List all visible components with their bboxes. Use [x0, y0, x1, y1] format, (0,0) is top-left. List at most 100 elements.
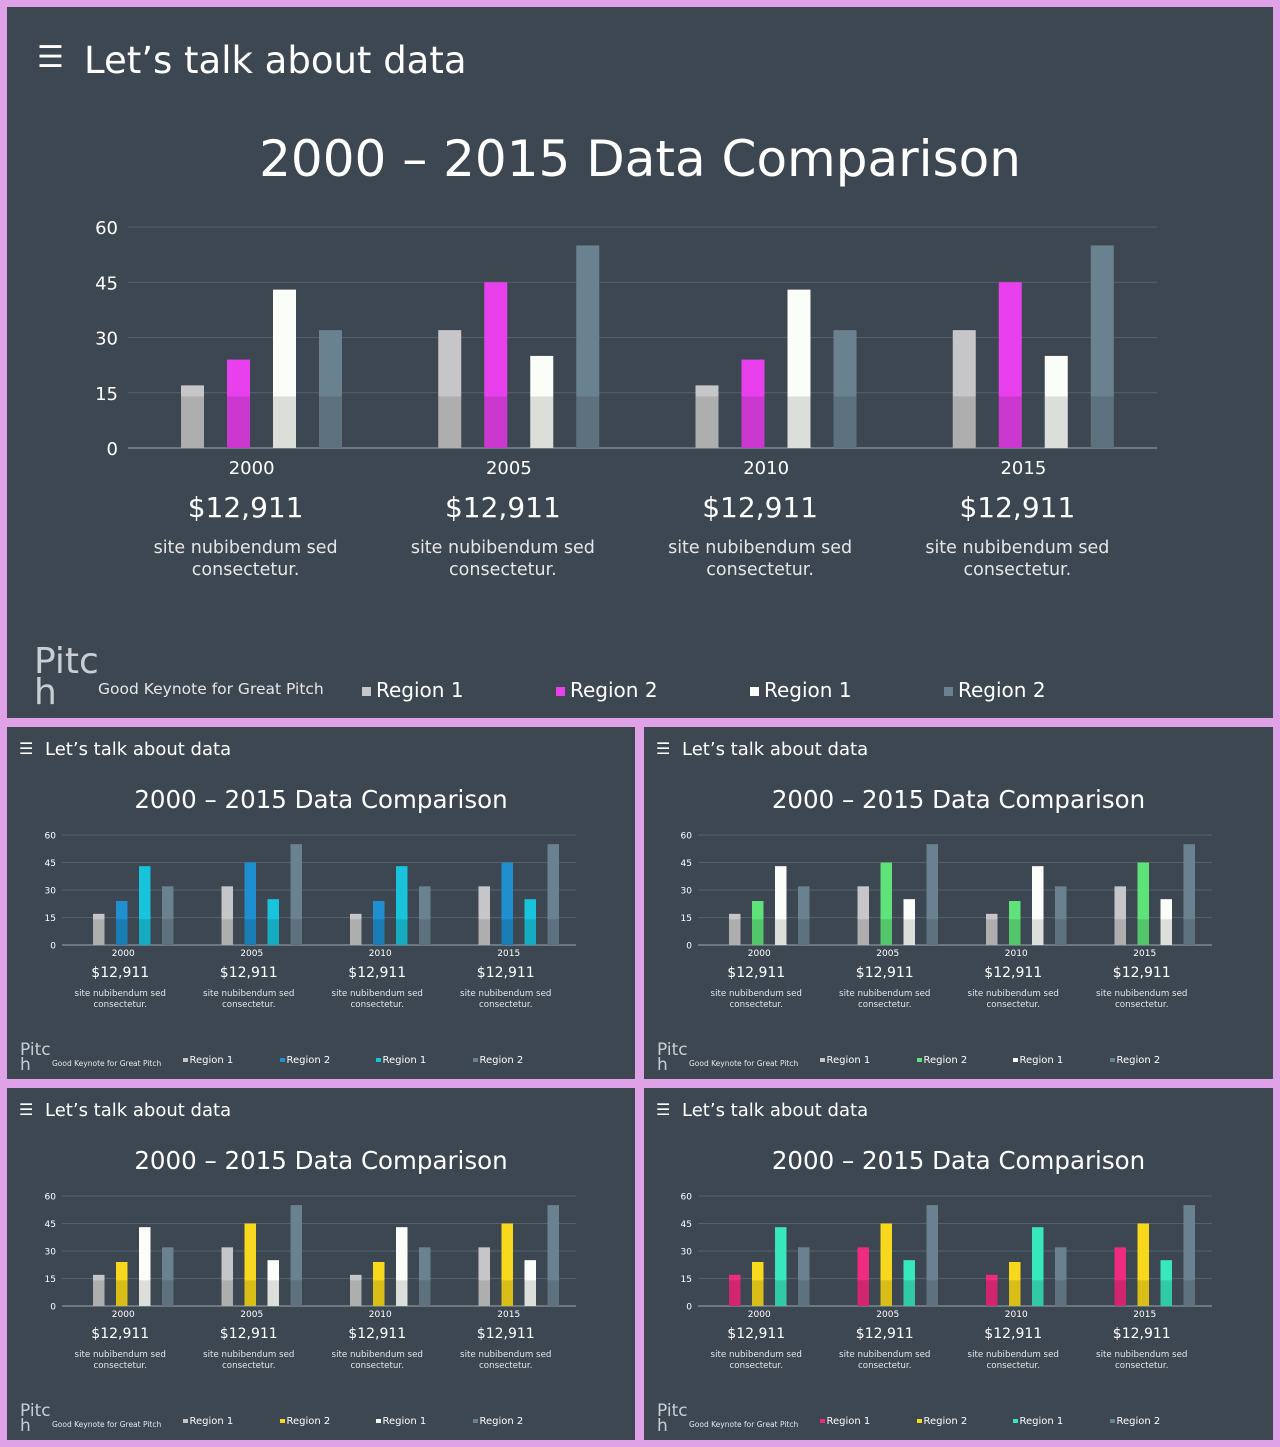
stat-price: $12,911 [984, 1326, 1043, 1342]
bar-base-shade [501, 919, 513, 945]
stat-description: site nubibendum sed consectetur. [710, 1350, 802, 1371]
brand-logo: Pitc h [657, 1040, 688, 1075]
hamburger-menu-icon[interactable]: ☰ [37, 40, 64, 75]
legend-item-1: Region 1 [820, 1416, 870, 1427]
bar-2015-series-2 [1137, 862, 1149, 945]
bar-2005-series-4 [926, 844, 938, 945]
y-tick-label: 45 [95, 273, 118, 294]
bar-2015-series-1 [478, 1247, 490, 1306]
legend-swatch [820, 1057, 825, 1063]
bar-chart: 0 15 30 45 60 [95, 218, 1157, 460]
hamburger-menu-icon[interactable]: ☰ [656, 739, 671, 758]
bar-2010-series-4 [419, 886, 431, 945]
x-tick-label: 2015 [497, 1310, 521, 1320]
bar-2015-series-1 [478, 886, 490, 945]
bar-2005-series-2 [484, 282, 508, 448]
page-title: Let’s talk about data [682, 739, 869, 760]
legend-swatch [376, 1418, 381, 1424]
bar-2000-series-3 [139, 1227, 151, 1306]
stat-description: site nubibendum sed consectetur. [1096, 989, 1188, 1010]
bar-2015-series-2 [501, 862, 513, 945]
hamburger-menu-icon[interactable]: ☰ [19, 1100, 34, 1119]
legend-label: Region 1 [1019, 1416, 1064, 1427]
y-tick-label: 60 [45, 1193, 57, 1203]
stat-price: $12,911 [959, 491, 1076, 524]
bar-2005-series-3 [267, 1260, 279, 1306]
bar-2010-series-4 [419, 1247, 431, 1306]
stat-price: $12,911 [91, 1326, 150, 1342]
bar-2000-series-1 [181, 385, 204, 448]
bar-base-shade [244, 1280, 256, 1306]
bar-2005-series-1 [857, 886, 869, 945]
stat-description: site nubibendum sed consectetur. [153, 538, 338, 580]
stat-price: $12,911 [348, 965, 407, 981]
bar-2015-series-2 [998, 282, 1022, 448]
bar-base-shade [290, 1280, 302, 1306]
brand-tagline: Good Keynote for Great Pitch [52, 1420, 162, 1429]
bar-2005-series-3 [903, 1260, 915, 1306]
bar-2000-series-3 [775, 866, 787, 945]
brand-logo: Pitc h [657, 1401, 688, 1436]
stat-description: site nubibendum sed consectetur. [925, 538, 1110, 580]
bar-2015-series-4 [1183, 844, 1195, 945]
legend-swatch [944, 687, 953, 696]
bar-base-shade [244, 919, 256, 945]
legend-swatch [473, 1418, 478, 1424]
bar-2000-series-3 [273, 289, 296, 448]
bar-base-shade [290, 919, 302, 945]
bar-base-shade [752, 919, 764, 945]
legend-label: Region 1 [189, 1055, 234, 1066]
bar-base-shade [752, 1280, 764, 1306]
y-tick-label: 30 [681, 1248, 693, 1258]
legend-label: Region 2 [479, 1416, 524, 1427]
x-tick-label: 2015 [1133, 1310, 1157, 1320]
bar-2000-series-4 [319, 330, 342, 448]
stat-price: $12,911 [727, 965, 786, 981]
legend-item-1: Region 1 [183, 1416, 233, 1427]
legend-label: Region 1 [189, 1416, 234, 1427]
bar-2010-series-3 [1032, 1227, 1044, 1306]
stat-price: $12,911 [1112, 1326, 1171, 1342]
bar-2015-series-2 [1137, 1223, 1149, 1306]
stat-price: $12,911 [984, 965, 1043, 981]
bar-base-shade [116, 1280, 128, 1306]
legend-swatch [556, 687, 565, 696]
legend-swatch [750, 687, 759, 696]
hamburger-menu-icon[interactable]: ☰ [19, 739, 34, 758]
bar-chart: 0 15 30 45 60 [681, 832, 1212, 952]
bar-2015-series-3 [1160, 899, 1172, 945]
bar-2005-series-2 [244, 862, 256, 945]
bar-2005-series-4 [290, 1205, 302, 1306]
bar-base-shade [775, 1280, 787, 1306]
bar-base-shade [857, 1280, 869, 1306]
hamburger-menu-icon[interactable]: ☰ [656, 1100, 671, 1119]
y-tick-label: 60 [45, 832, 57, 842]
bar-2010-series-3 [1032, 866, 1044, 945]
bar-base-shade [1032, 1280, 1044, 1306]
bar-2015-series-4 [1090, 245, 1114, 448]
legend-swatch [280, 1057, 285, 1063]
bar-2015-series-4 [547, 1205, 559, 1306]
stat-price: $12,911 [187, 491, 304, 524]
bar-base-shade [986, 1280, 998, 1306]
bar-2005-series-3 [903, 899, 915, 945]
bar-2005-series-4 [576, 245, 600, 448]
bar-base-shade [1090, 396, 1114, 448]
y-tick-label: 30 [95, 329, 118, 350]
bar-base-shade [1183, 1280, 1195, 1306]
legend-label: Region 1 [382, 1416, 427, 1427]
chart-title: 2000 – 2015 Data Comparison [771, 1146, 1146, 1175]
y-tick-label: 60 [681, 832, 693, 842]
slide-magenta: ☰ Let’s talk about data 2000 – 2015 Data C… [7, 7, 1273, 718]
bar-2000-series-4 [162, 886, 174, 945]
legend-label: Region 2 [923, 1055, 968, 1066]
bar-base-shade [484, 396, 508, 448]
y-tick-label: 0 [107, 439, 118, 460]
stat-price: $12,911 [91, 965, 150, 981]
stat-price: $12,911 [476, 965, 535, 981]
stat-price: $12,911 [727, 1326, 786, 1342]
y-tick-label: 45 [45, 859, 56, 869]
x-tick-label: 2000 [747, 1310, 771, 1320]
y-tick-label: 15 [45, 914, 56, 924]
bar-2000-series-4 [798, 1247, 810, 1306]
